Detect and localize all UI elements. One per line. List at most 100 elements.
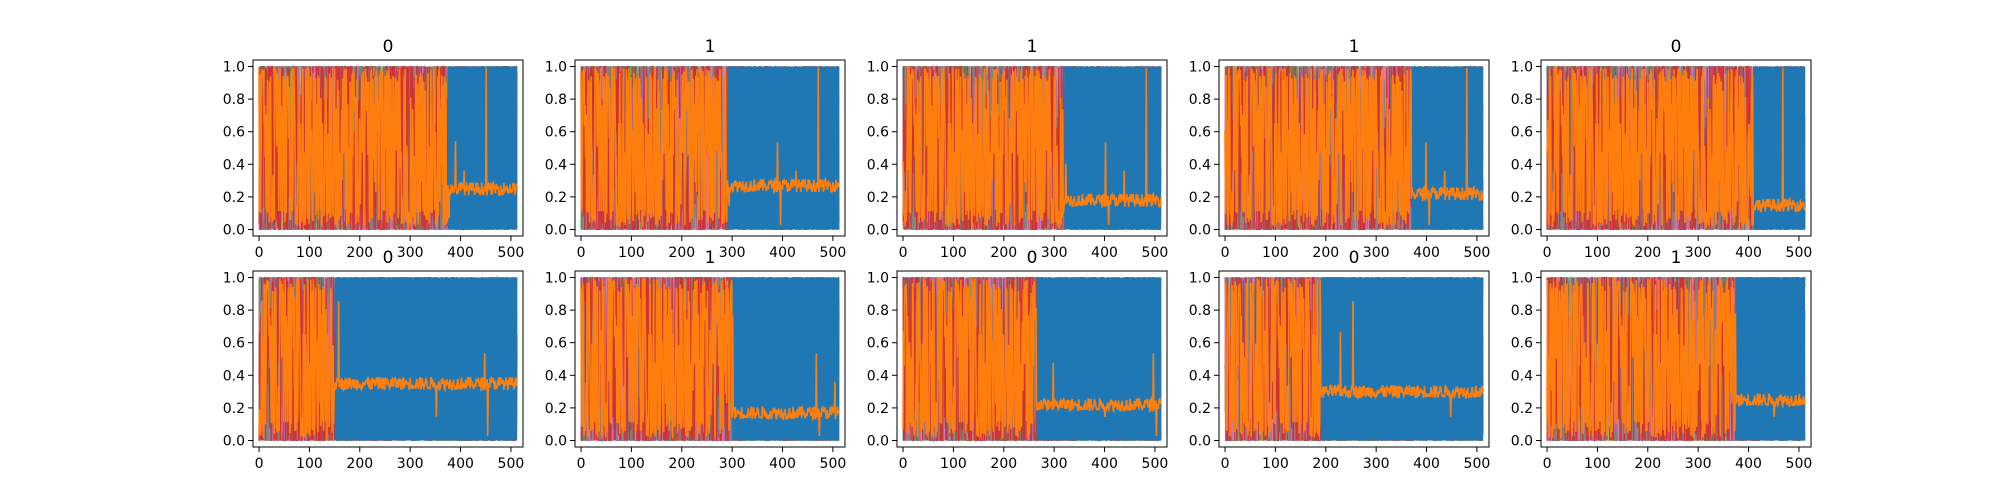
x-tick-label: 300 [397, 456, 424, 472]
x-tick-label: 200 [1634, 245, 1661, 261]
subplot-title: 0 [1671, 37, 1682, 57]
y-tick-label: 0.0 [545, 433, 567, 449]
y-tick-label: 0.8 [1511, 303, 1533, 319]
y-tick-label: 0.8 [1511, 92, 1533, 108]
axes-frame [574, 59, 846, 237]
series-fill [1735, 277, 1805, 441]
subplot-title: 0 [1027, 248, 1038, 268]
subplot-title: 1 [705, 37, 716, 57]
x-tick-label: 500 [1142, 456, 1169, 472]
x-tick-label: 0 [255, 456, 264, 472]
y-tick-label: 0.2 [545, 190, 567, 206]
axes-frame [1540, 59, 1812, 237]
main-series-line [1224, 277, 1484, 438]
subplot-title: 1 [705, 248, 716, 268]
subplot-3: 0 100 200 300 400 500 0.0 0.2 0.4 0.6 0.8 1.0 1 [1189, 37, 1491, 261]
y-tick-label: 0.0 [867, 222, 889, 238]
y-tick-label: 0.0 [223, 222, 245, 238]
x-tick-label: 0 [577, 245, 586, 261]
x-tick-label: 500 [820, 456, 847, 472]
axes-frame [1540, 270, 1812, 448]
axes-frame [896, 59, 1168, 237]
series-fill [447, 66, 517, 230]
y-tick-label: 1.0 [1511, 60, 1533, 76]
y-tick-label: 0.2 [1511, 190, 1533, 206]
subplot-title: 1 [1027, 37, 1038, 57]
y-tick-label: 0.6 [545, 336, 567, 352]
y-tick-label: 0.2 [867, 401, 889, 417]
subplot-7: 0 100 200 300 400 500 0.0 0.2 0.4 0.6 0.8 1.0 0 [867, 248, 1169, 472]
y-tick-label: 0.0 [1511, 433, 1533, 449]
x-tick-label: 0 [577, 456, 586, 472]
x-tick-label: 400 [1735, 245, 1762, 261]
x-tick-label: 300 [397, 245, 424, 261]
x-tick-label: 200 [990, 456, 1017, 472]
y-tick-label: 1.0 [223, 271, 245, 287]
x-tick-label: 400 [1413, 456, 1440, 472]
x-tick-label: 500 [1142, 245, 1169, 261]
y-tick-label: 0.4 [1511, 157, 1533, 173]
y-tick-label: 0.6 [1189, 125, 1211, 141]
plot-area [1546, 64, 1806, 231]
y-tick-label: 0.6 [545, 125, 567, 141]
y-tick-label: 0.2 [545, 401, 567, 417]
x-tick-label: 200 [1312, 245, 1339, 261]
x-tick-label: 300 [1363, 456, 1390, 472]
y-tick-label: 1.0 [867, 271, 889, 287]
y-tick-label: 0.2 [1189, 401, 1211, 417]
series-fill [334, 277, 517, 441]
x-tick-label: 400 [1735, 456, 1762, 472]
x-tick-label: 0 [255, 245, 264, 261]
x-tick-label: 200 [346, 456, 373, 472]
y-tick-label: 0.8 [1189, 303, 1211, 319]
series-fill [727, 66, 839, 230]
subplot-title: 0 [383, 248, 394, 268]
x-tick-label: 200 [346, 245, 373, 261]
x-tick-label: 400 [769, 456, 796, 472]
main-series-line [1224, 66, 1484, 230]
series-fill [1411, 66, 1483, 230]
main-series-line [580, 67, 840, 228]
axes-frame [252, 59, 524, 237]
plot-area [580, 64, 840, 231]
y-tick-label: 0.0 [223, 433, 245, 449]
x-tick-label: 500 [820, 245, 847, 261]
plot-area [902, 275, 1162, 443]
x-tick-label: 100 [1584, 245, 1611, 261]
y-tick-label: 0.6 [223, 125, 245, 141]
x-tick-label: 0 [899, 245, 908, 261]
y-tick-label: 0.4 [1189, 368, 1211, 384]
y-tick-label: 0.8 [223, 303, 245, 319]
x-tick-label: 300 [1041, 456, 1068, 472]
y-tick-label: 0.4 [545, 157, 567, 173]
y-tick-label: 0.6 [867, 336, 889, 352]
x-tick-label: 400 [1413, 245, 1440, 261]
x-tick-label: 100 [1262, 456, 1289, 472]
x-tick-label: 100 [296, 245, 323, 261]
axes-frame [1218, 270, 1490, 448]
subplot-title: 0 [1349, 248, 1360, 268]
y-tick-label: 1.0 [867, 60, 889, 76]
x-tick-label: 500 [1464, 245, 1491, 261]
y-tick-label: 0.0 [1189, 433, 1211, 449]
y-tick-label: 0.8 [223, 92, 245, 108]
y-tick-label: 0.4 [223, 157, 245, 173]
x-tick-label: 0 [1543, 245, 1552, 261]
subplot-4: 0 100 200 300 400 500 0.0 0.2 0.4 0.6 0.8 1.0 0 [1511, 37, 1813, 261]
subplot-2: 0 100 200 300 400 500 0.0 0.2 0.4 0.6 0.8 1.0 1 [867, 37, 1169, 261]
x-tick-label: 300 [1363, 245, 1390, 261]
y-tick-label: 0.2 [1511, 401, 1533, 417]
y-tick-label: 0.8 [867, 303, 889, 319]
y-tick-label: 1.0 [1189, 271, 1211, 287]
y-tick-label: 0.6 [1189, 336, 1211, 352]
x-tick-label: 300 [1685, 245, 1712, 261]
y-tick-label: 0.0 [1511, 222, 1533, 238]
y-tick-label: 0.6 [223, 336, 245, 352]
x-tick-label: 300 [1041, 245, 1068, 261]
x-tick-label: 500 [498, 456, 525, 472]
y-tick-label: 0.0 [1189, 222, 1211, 238]
y-tick-label: 1.0 [545, 271, 567, 287]
y-tick-label: 0.4 [223, 368, 245, 384]
y-tick-label: 1.0 [223, 60, 245, 76]
